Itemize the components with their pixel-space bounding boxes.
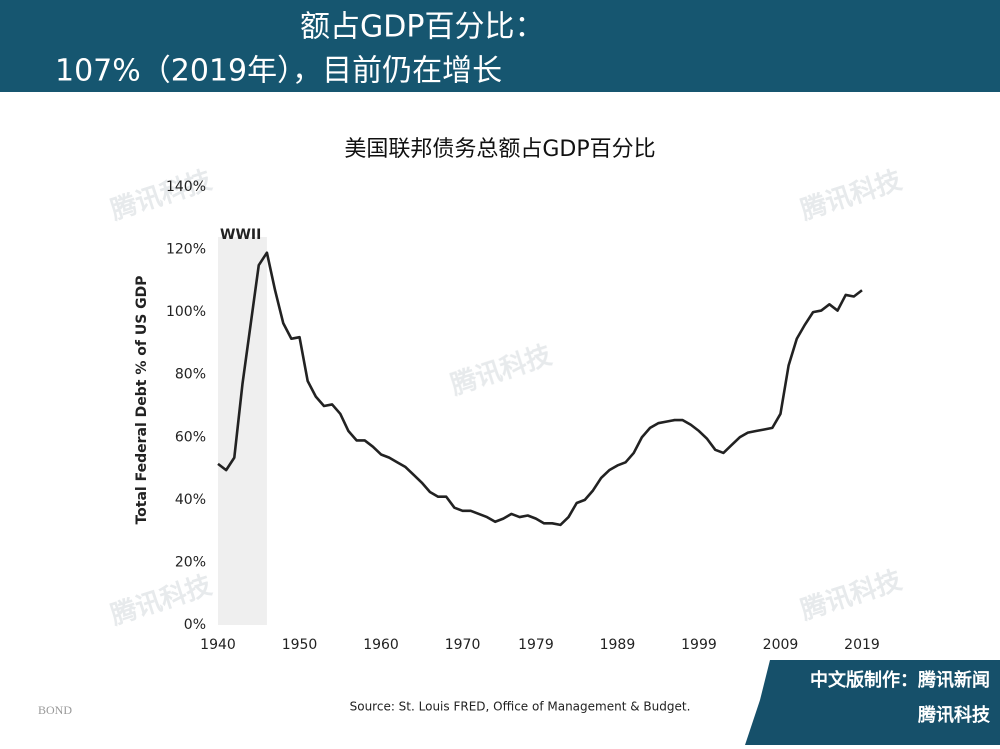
- y-tick-label: 20%: [175, 554, 206, 570]
- logo: BOND: [38, 703, 72, 717]
- y-tick-label: 0%: [184, 617, 206, 633]
- x-tick-label: 1950: [282, 637, 318, 653]
- source: Source: St. Louis FRED, Office of Manage…: [350, 700, 691, 714]
- y-tick-label: 120%: [166, 242, 206, 258]
- watermark: 腾讯科技: [107, 165, 215, 226]
- badge-bg: [745, 660, 1000, 745]
- badge-line1: 中文版制作：腾讯新闻: [810, 669, 990, 691]
- x-tick-label: 1970: [445, 637, 481, 653]
- annotation: WWII: [220, 227, 261, 243]
- x-tick-label: 1999: [681, 637, 717, 653]
- y-tick-label: 40%: [175, 492, 206, 508]
- watermark: 腾讯科技: [797, 165, 905, 226]
- y-tick-label: 80%: [175, 367, 206, 383]
- x-tick-label: 1979: [518, 637, 554, 653]
- watermark: 腾讯科技: [797, 565, 905, 626]
- header-band: [0, 0, 1000, 92]
- y-tick-label: 100%: [166, 304, 206, 320]
- y-axis-label: Total Federal Debt % of US GDP: [134, 275, 150, 524]
- chart-title: 美国联邦债务总额占GDP百分比: [344, 137, 655, 162]
- y-tick-label: 60%: [175, 429, 206, 445]
- header-line1: 额占GDP百分比：: [300, 10, 544, 45]
- x-tick-label: 1940: [200, 637, 236, 653]
- watermark: 腾讯科技: [447, 340, 555, 401]
- badge-line2: 腾讯科技: [918, 704, 991, 726]
- x-tick-label: 2019: [844, 637, 880, 653]
- x-tick-label: 1960: [363, 637, 399, 653]
- x-tick-label: 2009: [763, 637, 799, 653]
- x-tick-label: 1989: [600, 637, 636, 653]
- y-tick-label: 140%: [166, 179, 206, 195]
- shaded-period: [218, 237, 267, 625]
- line: [217, 251, 863, 527]
- header-line2: 107%（2019年），目前仍在增长: [55, 54, 502, 89]
